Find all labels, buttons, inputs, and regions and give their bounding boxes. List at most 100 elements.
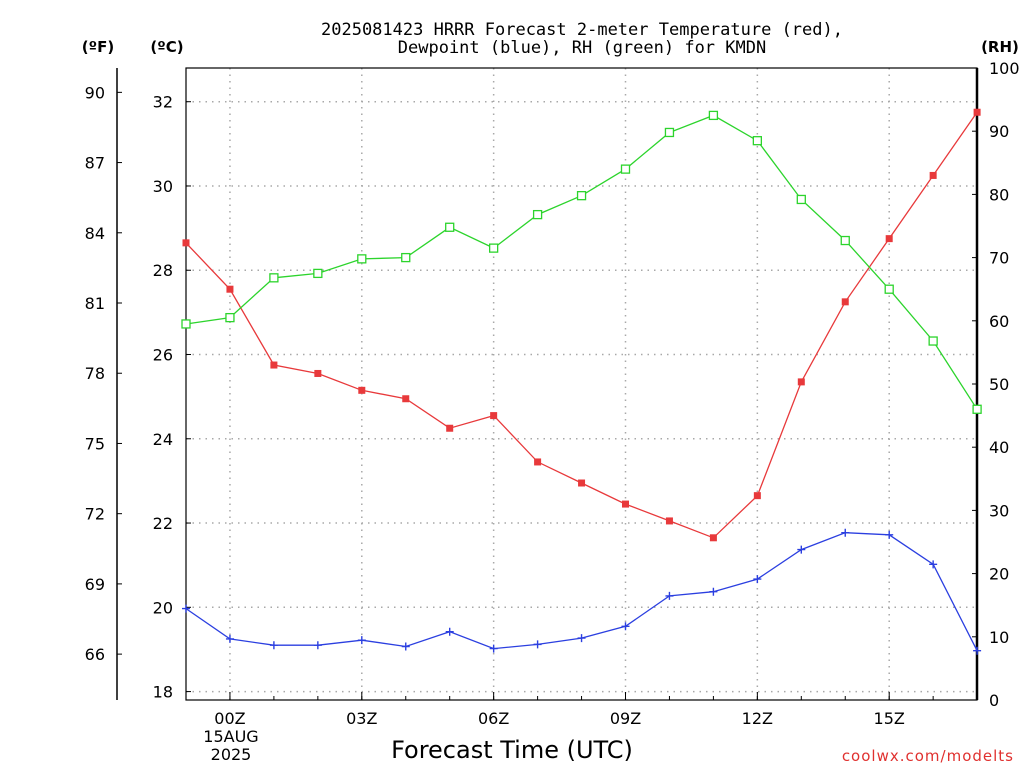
dewpoint-point [621,622,630,631]
celsius-axis-unit: (ºC) [150,38,183,56]
rh-point [401,252,411,263]
temperature-point [841,298,849,306]
rh-point [576,191,587,201]
tick-labels: 18 20 22 24 26 28 30 32 66 69 72 75 78 81 84 87 90 0 10 20 3… [85,59,1020,728]
rh-tick-label: 80 [989,185,1009,204]
rh-axis-unit: (RH) [981,38,1019,56]
rh-tick-label: 90 [989,122,1009,141]
rh-tick-label: 10 [989,628,1009,647]
dewpoint-point [577,634,586,643]
dewpoint-point [709,587,718,596]
x-tick-label: 06Z [478,709,509,728]
celsius-tick-label: 30 [153,177,173,196]
rh-point [532,209,543,220]
date-label-year: 2025 [211,745,252,764]
axes [116,67,979,701]
plot-frame [185,67,978,701]
dewpoint-point [797,545,806,554]
data-series [181,108,982,655]
dewpoint-point [841,528,850,537]
celsius-tick-label: 28 [153,261,173,280]
dewpoint-point [929,560,938,569]
fahrenheit-tick-label: 69 [85,575,105,594]
dewpoint-point [533,640,542,649]
rh-point [796,194,806,205]
fahrenheit-tick-label: 84 [85,224,105,243]
rh-point [752,136,762,146]
temperature-point [709,534,717,542]
temperature-point [226,285,234,293]
temperature-point [622,500,629,508]
temperature-point [446,424,454,432]
rh-point [928,336,938,346]
rh-tick-label: 40 [989,438,1009,457]
fahrenheit-tick-label: 66 [85,645,105,664]
rh-tick-label: 100 [989,59,1020,78]
date-label-day: 15AUG [203,727,258,746]
celsius-tick-label: 20 [153,598,173,617]
dewpoint-point [665,591,674,600]
dewpoint-point [885,530,894,539]
fahrenheit-tick-label: 90 [85,83,105,102]
rh-line [185,114,978,410]
fahrenheit-tick-label: 75 [85,434,105,453]
temperature-point [314,369,322,377]
x-tick-label: 12Z [742,709,773,728]
rh-point [225,312,235,323]
rh-point [972,404,982,414]
rh-point [181,319,191,329]
fahrenheit-tick-label: 72 [85,505,105,524]
credit-text: coolwx.com/modelts [842,747,1014,765]
rh-tick-label: 0 [989,691,999,710]
rh-tick-label: 60 [989,312,1009,331]
x-tick-label: 00Z [214,709,245,728]
temperature-point [885,235,893,243]
rh-point [445,222,455,232]
temperature-line [185,111,978,539]
temperature-point [270,361,278,369]
dewpoint-point [489,644,498,653]
dewpoint-point [225,634,234,643]
fahrenheit-tick-label: 87 [85,154,105,173]
rh-point [708,110,719,121]
temperature-point [973,108,981,116]
rh-point [313,268,323,279]
dewpoint-point [401,642,410,651]
dewpoint-point [973,646,982,655]
fahrenheit-tick-label: 81 [85,294,105,313]
dewpoint-point [357,636,366,645]
chart-title-line2: Dewpoint (blue), RH (green) for KMDN [398,38,766,58]
rh-point [620,164,631,174]
temperature-point [490,412,498,420]
x-tick-label: 15Z [874,709,905,728]
celsius-tick-label: 26 [153,346,173,365]
x-tick-label: 03Z [346,709,377,728]
temperature-point [665,517,673,525]
celsius-tick-label: 32 [153,93,173,112]
dewpoint-point [269,641,278,650]
x-axis-title: Forecast Time (UTC) [391,736,633,764]
dewpoint-point [753,575,762,584]
x-tick-label: 09Z [610,709,641,728]
temperature-point [182,239,190,247]
temperature-point [534,458,542,466]
rh-tick-label: 70 [989,249,1009,268]
temperature-point [358,386,366,394]
fahrenheit-tick-label: 78 [85,364,105,383]
dewpoint-point [313,641,322,650]
rh-point [488,243,499,253]
celsius-tick-label: 22 [153,514,173,533]
temperature-point [402,395,410,403]
grid-lines [186,68,977,700]
rh-tick-label: 30 [989,501,1009,520]
rh-tick-label: 20 [989,565,1009,584]
celsius-tick-label: 18 [153,683,173,702]
temperature-point [797,378,805,386]
rh-point [269,273,279,283]
dewpoint-line [185,532,978,651]
dewpoint-point [445,627,454,636]
rh-point [884,284,894,294]
dewpoint-point [182,604,190,613]
rh-point [840,235,850,246]
